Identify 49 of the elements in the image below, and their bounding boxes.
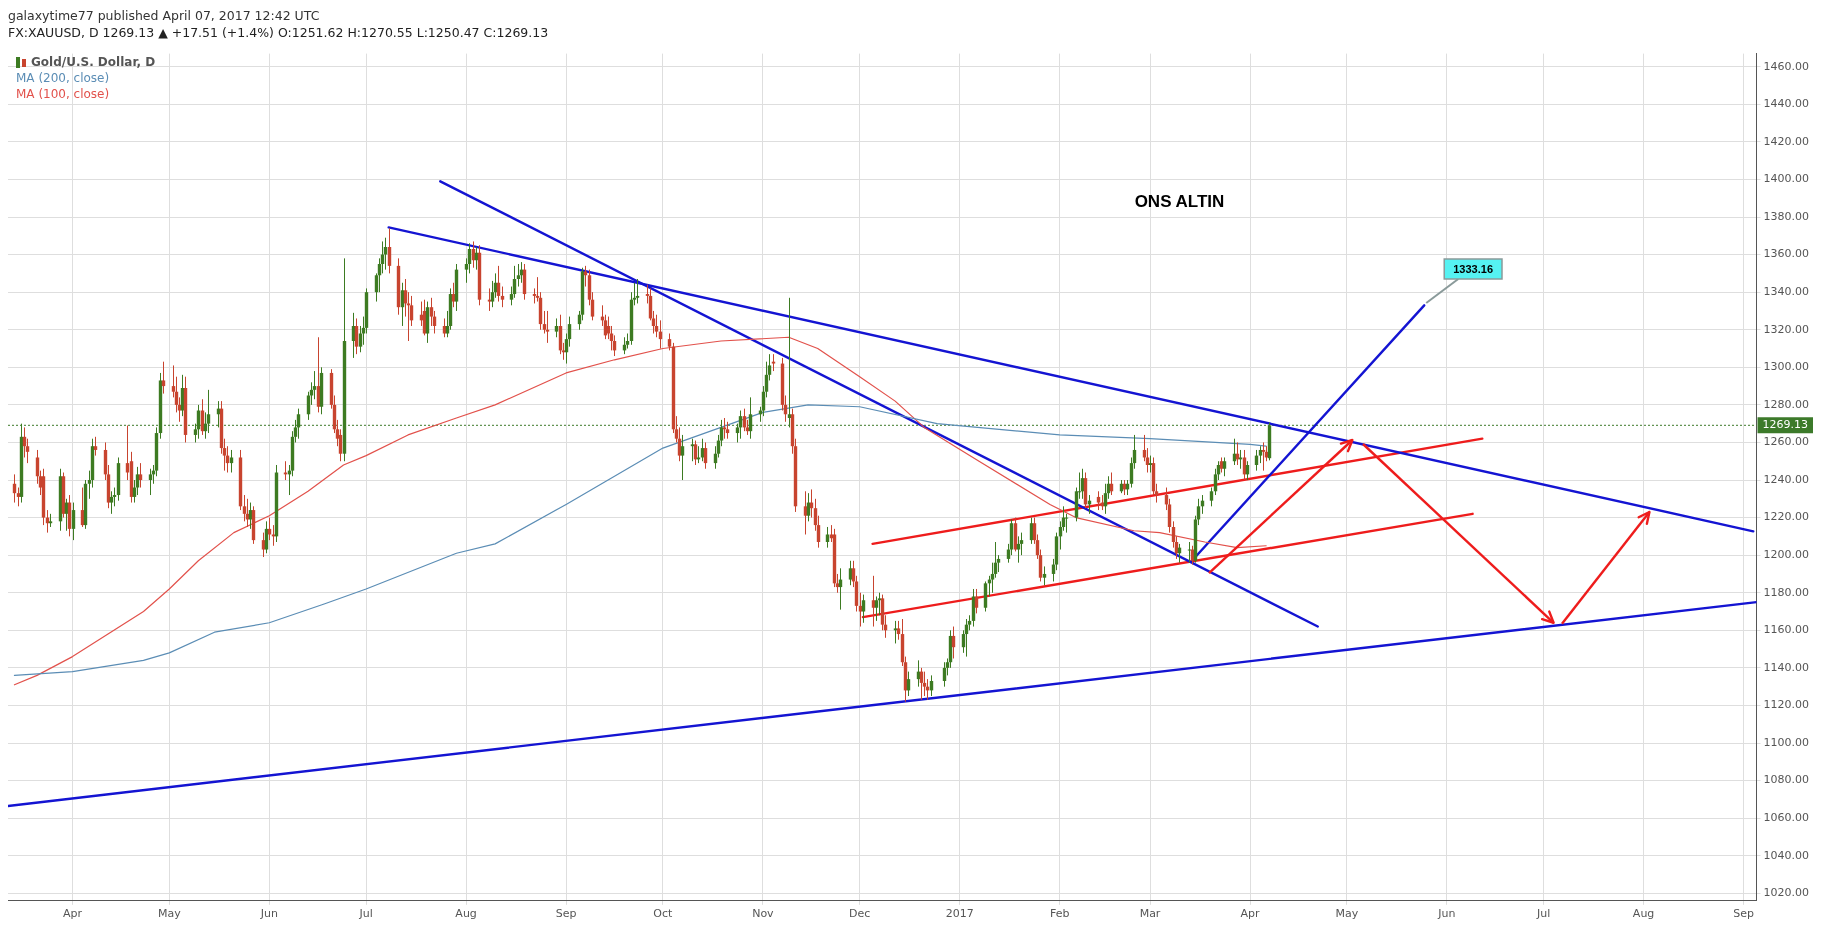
annotation: ONS ALTIN xyxy=(1134,191,1225,211)
x-tick-label: Oct xyxy=(653,907,674,921)
y-tick-label: 1240.00 xyxy=(1763,472,1810,486)
chart-title: galaxytime77 published April 07, 2017 12:42 UTC xyxy=(8,8,321,25)
x-tick-label: Jul xyxy=(358,907,373,921)
x-tick-label: May xyxy=(1335,907,1359,921)
x-tick-label: Aug xyxy=(455,907,477,921)
x-tick-label: 2017 xyxy=(945,907,974,921)
text: MA (200, close) xyxy=(16,70,110,86)
legend-label: Gold/U.S. Dollar, D xyxy=(31,54,156,70)
text: MA (100, close) xyxy=(16,86,110,102)
y-tick-label: 1360.00 xyxy=(1763,247,1810,261)
x-tick-label: Apr xyxy=(63,907,83,921)
y-tick-label: 1380.00 xyxy=(1763,209,1810,223)
y-tick-label: 1140.00 xyxy=(1763,660,1810,674)
x-tick-label: Nov xyxy=(752,907,775,921)
y-tick-label: 1340.00 xyxy=(1763,285,1810,299)
x-tick-label: Mar xyxy=(1139,907,1161,921)
y-tick-label: 1280.00 xyxy=(1763,397,1810,411)
y-tick-label: 1300.00 xyxy=(1763,360,1810,374)
x-tick-label: Jun xyxy=(259,907,278,921)
y-tick-label: 1400.00 xyxy=(1763,172,1810,186)
x-tick-label: Aug xyxy=(1632,907,1655,921)
x-tick-label: Apr xyxy=(1240,907,1261,921)
y-tick-label: 1060.00 xyxy=(1763,811,1810,825)
x-tick-label: Jun xyxy=(1437,907,1456,921)
y-tick-label: 1320.00 xyxy=(1763,322,1810,336)
y-tick-label: 1420.00 xyxy=(1763,134,1810,148)
x-tick-label: Dec xyxy=(849,907,871,921)
x-tick-label: Feb xyxy=(1049,907,1070,921)
x-tick-label: Sep xyxy=(555,907,577,921)
chart-subtitle: FX:XAUUSD, D 1269.13 ▲ +17.51 (+1.4%) O:1251.62 H:1270.55 L:1250.47 C:1269.13 xyxy=(8,25,550,42)
y-tick-label: 1020.00 xyxy=(1763,886,1810,900)
y-tick-label: 1100.00 xyxy=(1763,735,1810,749)
y-tick-label: 1460.00 xyxy=(1763,59,1810,73)
x-tick-label: May xyxy=(157,907,182,921)
y-tick-label: 1180.00 xyxy=(1763,585,1810,599)
y-tick-label: 1080.00 xyxy=(1763,773,1810,787)
y-tick-label: 1120.00 xyxy=(1763,698,1810,712)
y-tick-label: 1220.00 xyxy=(1763,510,1810,524)
annotation: 1333.16 xyxy=(1453,263,1493,276)
y-tick-label: 1260.00 xyxy=(1763,435,1810,449)
y-tick-label: 1160.00 xyxy=(1763,623,1810,637)
y-tick-label: 1040.00 xyxy=(1763,848,1810,862)
y-tick-label: 1440.00 xyxy=(1763,97,1810,111)
ref-line-label: 1269.13 xyxy=(1762,418,1809,432)
y-tick-label: 1200.00 xyxy=(1763,548,1810,562)
x-tick-label: Jul xyxy=(1535,907,1551,921)
x-tick-label: Sep xyxy=(1733,907,1754,921)
